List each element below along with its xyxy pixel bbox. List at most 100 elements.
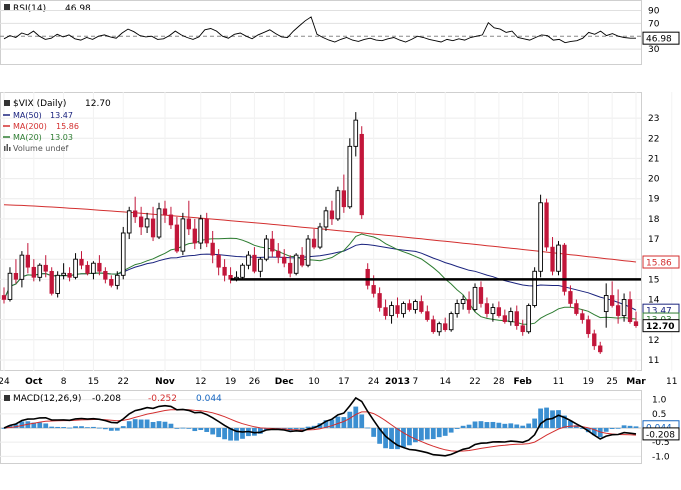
macd-badge: -0.208 xyxy=(642,427,680,441)
x-axis-label: Feb xyxy=(514,377,533,387)
macd-panel: 1.00.50.0-0.5-1.0 0.044-0.208 MACD(12,26… xyxy=(0,390,680,464)
candle xyxy=(126,206,132,240)
macd-hist-bar xyxy=(573,425,579,428)
candle-body xyxy=(544,202,549,248)
candle xyxy=(55,271,60,298)
candle-body xyxy=(126,210,132,234)
candle-body xyxy=(526,305,531,333)
candle xyxy=(67,267,72,282)
candle xyxy=(7,267,13,302)
candle-body xyxy=(425,311,430,320)
candle xyxy=(508,307,514,326)
candle xyxy=(603,283,609,328)
macd-hist-bar xyxy=(508,423,514,428)
macd-hist-bar xyxy=(1,428,7,429)
candle-body xyxy=(252,254,257,272)
price-badge-box xyxy=(642,319,680,333)
candle xyxy=(389,301,394,324)
macd-hist-bar xyxy=(490,421,496,428)
macd-hist-bar xyxy=(538,408,543,428)
macd-hist-bar xyxy=(365,427,371,429)
macd-hist-bar xyxy=(526,423,532,428)
x-axis-label: 25 xyxy=(606,377,617,387)
candle xyxy=(359,126,364,219)
candle xyxy=(13,259,19,284)
macd-hist-bar xyxy=(43,423,49,428)
candle-body xyxy=(395,305,400,314)
macd-hist-bar xyxy=(442,428,448,436)
candle xyxy=(216,249,221,276)
macd-tick-label: 1.0 xyxy=(652,396,667,406)
macd-signal-value: -0.252 xyxy=(148,394,177,404)
candle-body xyxy=(216,254,221,268)
x-axis-label: 11 xyxy=(553,377,564,387)
price-tick-label: 19 xyxy=(648,195,660,205)
macd-hist-bar xyxy=(323,420,329,428)
macd-hist-bar xyxy=(454,428,460,429)
macd-square-icon xyxy=(4,395,10,401)
macd-hist-bar xyxy=(460,425,466,428)
macd-tick-label: -1.0 xyxy=(652,452,670,462)
candle xyxy=(204,212,209,248)
macd-hist-bar xyxy=(532,418,538,428)
candle xyxy=(61,263,66,280)
candle-body xyxy=(615,305,621,316)
candle xyxy=(413,299,418,314)
candle xyxy=(532,267,537,308)
macd-hist-bar xyxy=(556,410,561,428)
candle-body xyxy=(150,218,156,238)
price-legend: $VIX (Daily) 12.70 MA(50) 13.47 MA(200) … xyxy=(3,99,111,153)
macd-hist-bar xyxy=(252,428,257,436)
candle xyxy=(419,295,424,314)
price-tick-label: 18 xyxy=(648,215,660,225)
macd-hist-bar xyxy=(168,423,174,428)
candle xyxy=(431,315,436,334)
candle xyxy=(133,196,138,223)
macd-hist-bar xyxy=(97,427,102,429)
price-panel: 23222120191817161514131211 15.8613.4713.… xyxy=(0,92,680,387)
candle xyxy=(610,281,615,308)
candle-body xyxy=(91,262,96,274)
candle-body xyxy=(282,256,287,264)
candle-body xyxy=(443,323,448,331)
candle xyxy=(395,297,400,318)
candle-body xyxy=(305,238,311,266)
x-axis-label: 28 xyxy=(493,377,505,387)
candle xyxy=(138,206,144,236)
rsi-badge-box xyxy=(642,31,680,45)
candle xyxy=(97,255,102,276)
candle-body xyxy=(133,210,138,218)
macd-hist-bar xyxy=(79,426,84,428)
macd-hist-bar xyxy=(478,421,484,428)
candle xyxy=(293,253,299,276)
rsi-line xyxy=(3,16,636,44)
macd-hist-bar xyxy=(472,421,478,428)
macd-hist-bar xyxy=(448,428,454,433)
candle-body xyxy=(389,305,394,317)
price-badge-box xyxy=(642,255,680,269)
macd-hist-bar xyxy=(413,428,418,443)
x-axis-label: 8 xyxy=(61,377,67,387)
x-axis-label: 14 xyxy=(439,377,451,387)
candle xyxy=(168,206,174,229)
candle-body xyxy=(109,279,114,286)
x-axis-label: 7 xyxy=(413,377,419,387)
candle xyxy=(443,317,448,332)
price-tick-label: 14 xyxy=(648,295,660,305)
candle-body xyxy=(431,319,436,333)
candle-body xyxy=(341,190,346,208)
candle xyxy=(520,319,525,336)
candle xyxy=(323,206,329,231)
candle xyxy=(556,241,561,276)
price-tick-label: 22 xyxy=(648,134,659,144)
price-tick-label: 20 xyxy=(648,175,660,185)
candle-body xyxy=(103,270,108,280)
macd-hist-bar xyxy=(305,426,311,428)
macd-hist-bar xyxy=(85,427,90,429)
candle-body xyxy=(31,266,36,278)
legend-ma50-value: 13.47 xyxy=(50,111,73,120)
candle-body xyxy=(574,303,579,314)
candle xyxy=(335,186,341,221)
candle xyxy=(502,309,507,324)
